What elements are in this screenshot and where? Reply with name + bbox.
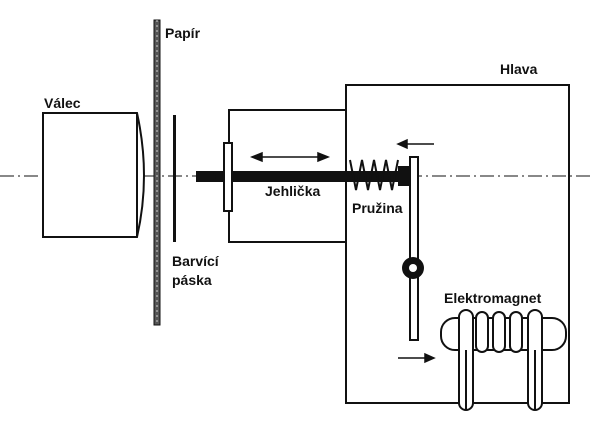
label-valec: Válec [44,95,81,111]
electromagnet [440,309,567,411]
label-barvici-line1: Barvící [172,253,220,269]
paper [153,19,161,326]
label-jehlicka: Jehlička [265,183,320,199]
arrow-right [398,352,436,364]
needle-housing [228,109,345,243]
needle-motion-arrow [249,151,331,163]
label-papir: Papír [165,25,201,41]
ink-ribbon [173,115,176,242]
label-hlava: Hlava [500,61,538,77]
roller [42,112,145,238]
label-elektromagnet: Elektromagnet [444,290,542,306]
spring [349,159,410,191]
arrow-left [396,138,434,150]
armature-lever [402,156,424,341]
needle [196,142,411,212]
head-body [345,84,570,404]
label-barvici-line2: páska [172,272,212,288]
label-pruzina: Pružina [352,200,403,216]
